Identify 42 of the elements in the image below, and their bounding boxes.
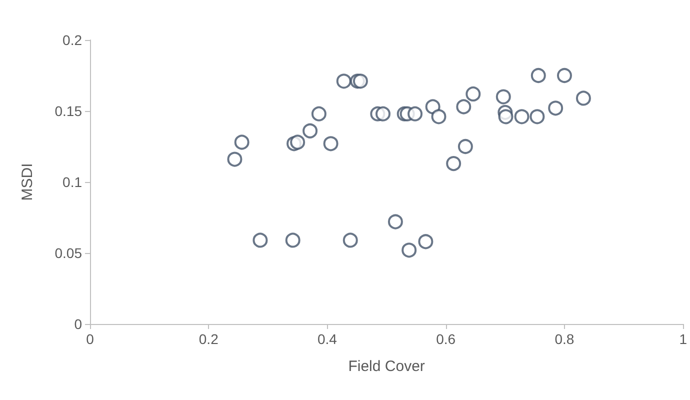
- x-tick-label: 0.2: [198, 331, 219, 347]
- point: [514, 109, 530, 124]
- point: [402, 242, 417, 258]
- point: [498, 109, 514, 124]
- point: [352, 74, 368, 89]
- x-tick-label: 1: [679, 331, 688, 347]
- point: [466, 86, 481, 102]
- point: [408, 106, 423, 122]
- point: [227, 152, 242, 167]
- x-axis-title: Field Cover: [348, 358, 425, 375]
- y-tick-label: 0.2: [62, 32, 82, 48]
- x-tick-label: 0: [86, 331, 94, 347]
- point: [446, 156, 462, 172]
- y-tick-label: 0.05: [54, 245, 82, 261]
- point: [252, 232, 268, 248]
- y-axis-title: MSDI: [19, 163, 36, 201]
- point: [302, 123, 318, 138]
- point: [388, 214, 403, 230]
- point: [323, 136, 338, 152]
- point: [576, 90, 591, 106]
- point: [290, 134, 306, 150]
- point: [234, 134, 250, 150]
- point: [418, 234, 434, 250]
- y-tick-label: 0.15: [54, 103, 82, 119]
- x-tick-label: 0.8: [554, 331, 574, 347]
- point: [456, 99, 472, 114]
- x-tick-label: 0.4: [318, 331, 338, 347]
- point: [557, 68, 572, 83]
- point: [336, 74, 352, 89]
- y-tick-label: 0.1: [62, 174, 82, 190]
- x-tick-label: 0.6: [436, 331, 456, 347]
- point: [530, 68, 546, 83]
- point: [530, 109, 545, 124]
- point: [496, 89, 511, 104]
- point: [311, 106, 326, 122]
- point: [342, 232, 358, 248]
- y-tick-label: 0: [74, 316, 82, 332]
- point: [458, 139, 473, 154]
- point: [285, 232, 300, 248]
- point: [376, 106, 390, 122]
- point: [431, 109, 446, 124]
- point: [548, 100, 564, 116]
